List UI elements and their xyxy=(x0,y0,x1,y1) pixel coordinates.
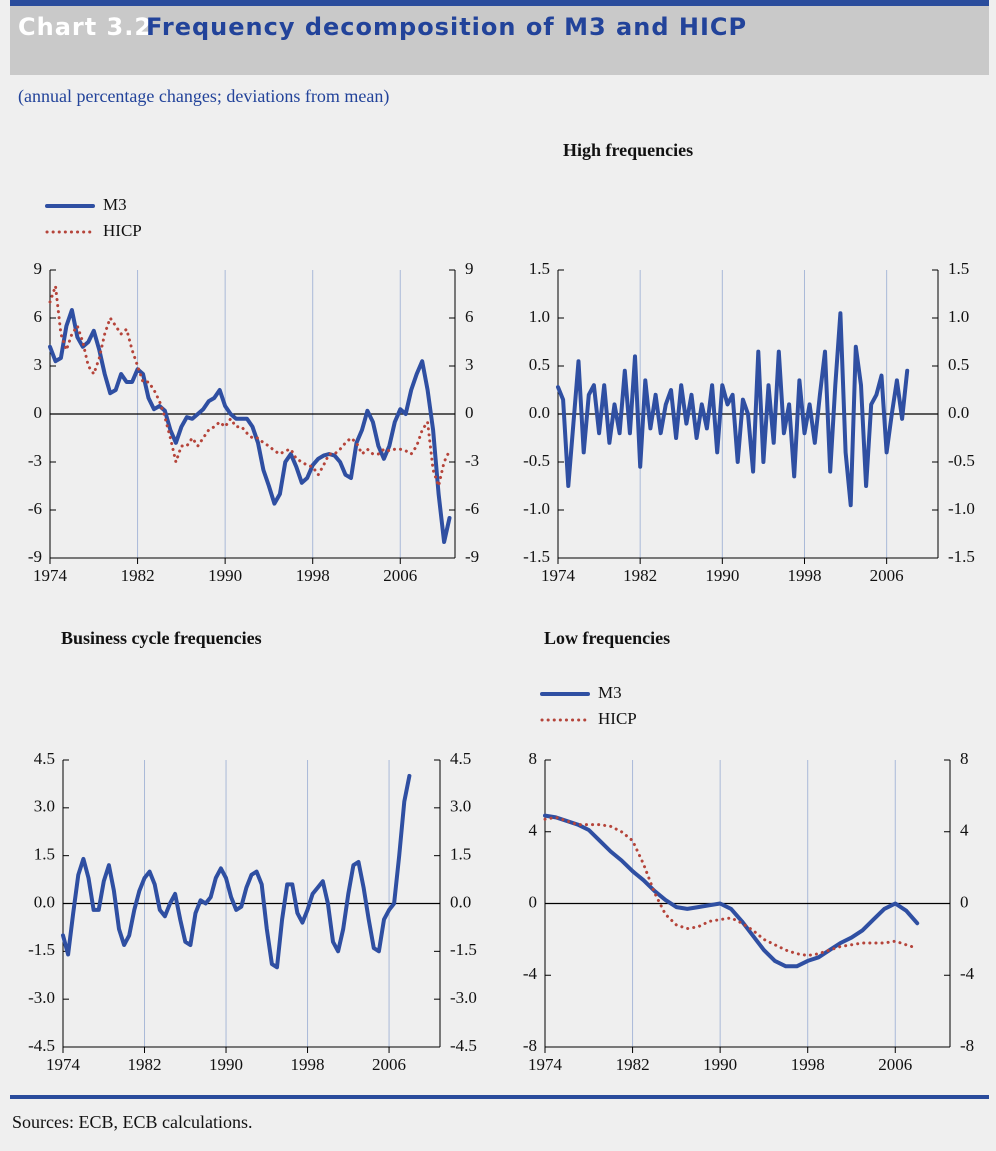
x-tick-label: 2006 xyxy=(878,1055,912,1074)
y-tick-label: -0.5 xyxy=(523,451,550,470)
y2-tick-label: 4 xyxy=(960,821,969,840)
panel-title: Business cycle frequencies xyxy=(61,628,262,648)
y-tick-label: 1.0 xyxy=(529,307,550,326)
header-band xyxy=(10,6,989,75)
x-tick-label: 2006 xyxy=(870,566,904,585)
y-tick-label: 1.5 xyxy=(34,845,55,864)
y2-tick-label: 0 xyxy=(960,892,969,911)
y-tick-label: 9 xyxy=(34,259,43,278)
y2-tick-label: 3 xyxy=(465,355,474,374)
chart-label: Chart 3.2 xyxy=(18,13,152,41)
x-tick-label: 1998 xyxy=(291,1055,325,1074)
y2-tick-label: -8 xyxy=(960,1036,974,1055)
y-tick-label: -9 xyxy=(28,547,42,566)
y2-tick-label: 3.0 xyxy=(450,797,471,816)
y-tick-label: -1.0 xyxy=(523,499,550,518)
y-tick-label: 0 xyxy=(529,892,538,911)
x-tick-label: 1990 xyxy=(208,566,242,585)
y-tick-label: -4.5 xyxy=(28,1036,55,1055)
y2-tick-label: -4 xyxy=(960,964,975,983)
y2-tick-label: 6 xyxy=(465,307,474,326)
legend-label: M3 xyxy=(103,195,127,214)
x-tick-label: 1982 xyxy=(623,566,657,585)
y2-tick-label: -6 xyxy=(465,499,479,518)
y-tick-label: 0.0 xyxy=(34,892,55,911)
y-tick-label: 1.5 xyxy=(529,259,550,278)
panel-title: Low frequencies xyxy=(544,628,670,648)
y2-tick-label: 1.5 xyxy=(948,259,969,278)
legend-label: M3 xyxy=(598,683,622,702)
y-tick-label: 3.0 xyxy=(34,797,55,816)
x-tick-label: 1974 xyxy=(46,1055,81,1074)
y2-tick-label: -1.5 xyxy=(948,547,975,566)
y-tick-label: 3 xyxy=(34,355,43,374)
y2-tick-label: 8 xyxy=(960,749,969,768)
y2-tick-label: -1.5 xyxy=(450,940,477,959)
y-tick-label: -4 xyxy=(523,964,538,983)
y2-tick-label: -4.5 xyxy=(450,1036,477,1055)
y2-tick-label: 4.5 xyxy=(450,749,471,768)
y-tick-label: -3 xyxy=(28,451,42,470)
x-tick-label: 1990 xyxy=(209,1055,243,1074)
y-tick-label: 4 xyxy=(529,821,538,840)
x-tick-label: 1998 xyxy=(296,566,330,585)
y-tick-label: 8 xyxy=(529,749,538,768)
y2-tick-label: 0.5 xyxy=(948,355,969,374)
series-line xyxy=(61,773,412,970)
series-line xyxy=(48,308,452,544)
y-tick-label: -8 xyxy=(523,1036,537,1055)
x-tick-label: 1990 xyxy=(703,1055,737,1074)
y2-tick-label: -3.0 xyxy=(450,988,477,1007)
x-tick-label: 1998 xyxy=(787,566,821,585)
y-tick-label: 0.5 xyxy=(529,355,550,374)
y2-tick-label: -1.0 xyxy=(948,499,975,518)
y-tick-label: 0 xyxy=(34,403,43,422)
y-tick-label: 0.0 xyxy=(529,403,550,422)
panel-title: High frequencies xyxy=(563,140,693,160)
bottom-rule xyxy=(10,1095,989,1099)
y2-tick-label: -9 xyxy=(465,547,479,566)
y-tick-label: 4.5 xyxy=(34,749,55,768)
y2-tick-label: 0.0 xyxy=(948,403,969,422)
series-line xyxy=(543,813,920,969)
y-tick-label: -1.5 xyxy=(523,547,550,566)
subtitle: (annual percentage changes; deviations f… xyxy=(18,86,389,107)
x-tick-label: 1990 xyxy=(705,566,739,585)
y2-tick-label: 0.0 xyxy=(450,892,471,911)
y2-tick-label: 1.0 xyxy=(948,307,969,326)
y-tick-label: 6 xyxy=(34,307,43,326)
sources: Sources: ECB, ECB calculations. xyxy=(12,1112,252,1132)
x-tick-label: 2006 xyxy=(372,1055,406,1074)
x-tick-label: 2006 xyxy=(383,566,417,585)
x-tick-label: 1974 xyxy=(541,566,576,585)
x-tick-label: 1998 xyxy=(791,1055,825,1074)
legend-label: HICP xyxy=(103,221,142,240)
y2-tick-label: -0.5 xyxy=(948,451,975,470)
y-tick-label: -1.5 xyxy=(28,940,55,959)
series-line xyxy=(556,311,910,508)
y2-tick-label: 9 xyxy=(465,259,474,278)
series-line xyxy=(48,284,451,488)
x-tick-label: 1982 xyxy=(121,566,155,585)
x-tick-label: 1974 xyxy=(33,566,68,585)
top-rule xyxy=(10,0,989,6)
y2-tick-label: 1.5 xyxy=(450,845,471,864)
x-tick-label: 1982 xyxy=(616,1055,650,1074)
chart-title: Frequency decomposition of M3 and HICP xyxy=(146,13,747,41)
x-tick-label: 1974 xyxy=(528,1055,563,1074)
x-tick-label: 1982 xyxy=(128,1055,162,1074)
y-tick-label: -3.0 xyxy=(28,988,55,1007)
y2-tick-label: 0 xyxy=(465,403,474,422)
y-tick-label: -6 xyxy=(28,499,42,518)
legend-label: HICP xyxy=(598,709,637,728)
y2-tick-label: -3 xyxy=(465,451,479,470)
